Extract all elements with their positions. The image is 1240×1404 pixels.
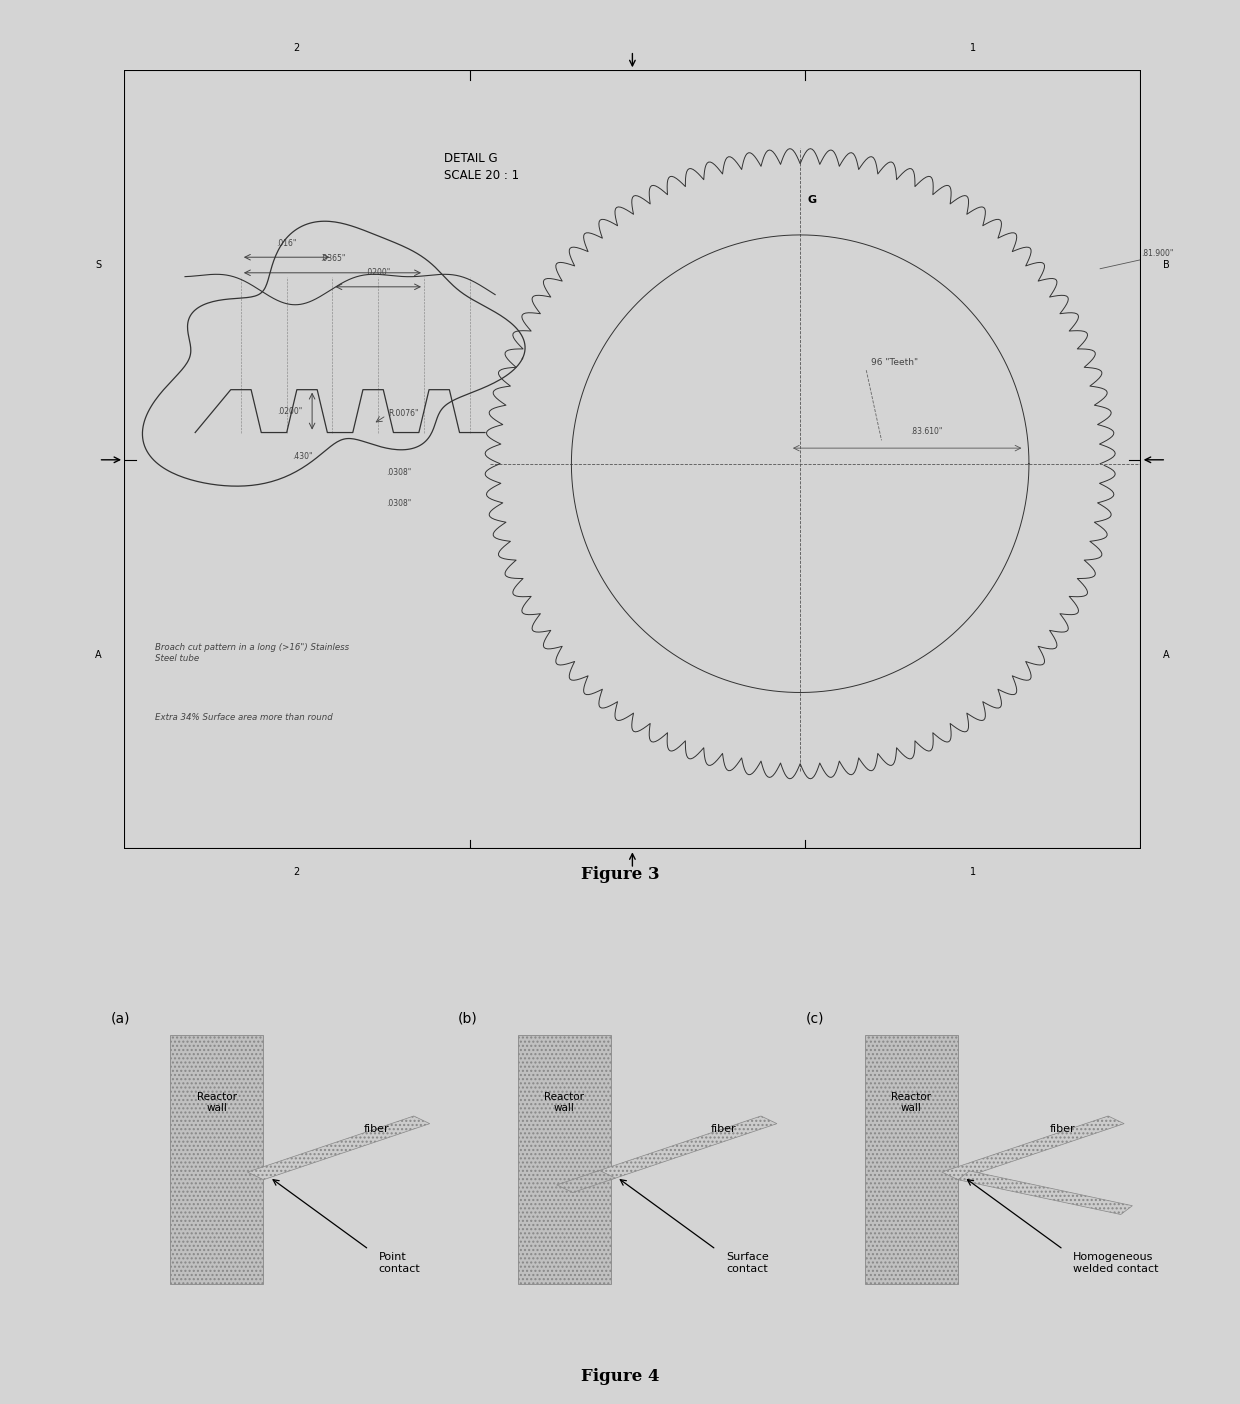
Text: R.0076": R.0076" xyxy=(388,409,419,418)
Bar xyxy=(170,1035,263,1285)
Text: (a): (a) xyxy=(112,1011,130,1025)
Text: .430": .430" xyxy=(291,452,312,461)
Text: .0200": .0200" xyxy=(366,268,391,278)
Polygon shape xyxy=(595,1116,777,1179)
Text: Reactor
wall: Reactor wall xyxy=(197,1092,237,1113)
Text: .0308": .0308" xyxy=(386,498,412,508)
Text: A: A xyxy=(1163,650,1169,660)
Text: Broach cut pattern in a long (>16") Stainless
Steel tube: Broach cut pattern in a long (>16") Stai… xyxy=(155,643,348,663)
Text: B: B xyxy=(1163,260,1169,270)
Polygon shape xyxy=(557,1171,615,1192)
Text: Point
contact: Point contact xyxy=(379,1252,420,1275)
Polygon shape xyxy=(942,1116,1125,1179)
Text: 1: 1 xyxy=(970,866,976,876)
Text: .0365": .0365" xyxy=(320,254,345,264)
Text: fiber: fiber xyxy=(1049,1125,1075,1134)
Text: .0200": .0200" xyxy=(277,407,301,416)
Text: 2: 2 xyxy=(294,44,300,53)
Text: Surface
contact: Surface contact xyxy=(727,1252,769,1275)
Text: Reactor
wall: Reactor wall xyxy=(892,1092,931,1113)
Text: 96 "Teeth": 96 "Teeth" xyxy=(872,358,919,366)
Text: (c): (c) xyxy=(806,1011,825,1025)
Text: (b): (b) xyxy=(459,1011,477,1025)
Text: Figure 4: Figure 4 xyxy=(580,1367,660,1386)
Text: Reactor
wall: Reactor wall xyxy=(544,1092,584,1113)
Text: A: A xyxy=(95,650,102,660)
Text: DETAIL G
SCALE 20 : 1: DETAIL G SCALE 20 : 1 xyxy=(444,152,520,183)
Text: Homogeneous
welded contact: Homogeneous welded contact xyxy=(1074,1252,1158,1275)
Text: 1: 1 xyxy=(970,44,976,53)
Bar xyxy=(866,1035,957,1285)
Text: fiber: fiber xyxy=(363,1123,389,1133)
Text: Extra 34% Surface area more than round: Extra 34% Surface area more than round xyxy=(155,713,332,722)
Text: fiber: fiber xyxy=(711,1123,737,1133)
Text: Figure 3: Figure 3 xyxy=(580,866,660,883)
Text: S: S xyxy=(95,260,102,270)
Text: .0308": .0308" xyxy=(386,468,412,476)
Text: 2: 2 xyxy=(294,866,300,876)
Text: .83.610": .83.610" xyxy=(910,427,942,437)
Text: .016": .016" xyxy=(277,239,296,249)
Bar xyxy=(518,1035,611,1285)
Polygon shape xyxy=(957,1171,1132,1214)
Polygon shape xyxy=(248,1116,430,1179)
Text: G: G xyxy=(807,195,817,205)
Text: .81.900": .81.900" xyxy=(1141,250,1173,258)
